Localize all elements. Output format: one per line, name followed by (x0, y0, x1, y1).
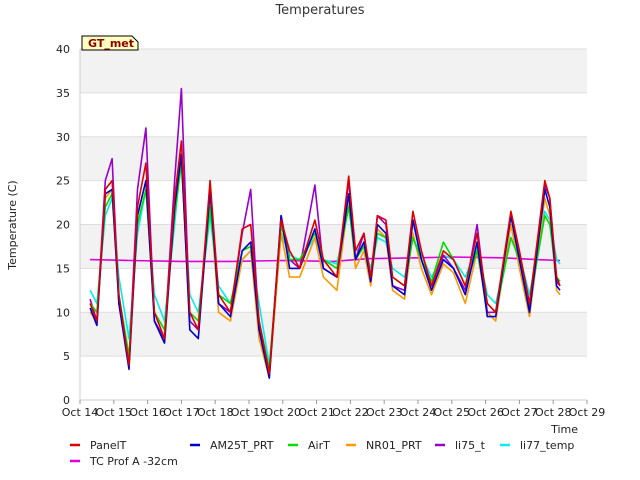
x-tick-label: Oct 26 (467, 406, 504, 419)
y-tick-label: 30 (56, 131, 70, 144)
x-tick-label: Oct 21 (298, 406, 335, 419)
plot-band (80, 356, 587, 400)
legend: PanelT AM25T_PRT AirT NR01_PRT li75_t li77_te… (70, 439, 574, 468)
x-axis-title: Time (550, 423, 578, 436)
plot-band (80, 312, 587, 357)
legend-label-nr01-prt: NR01_PRT (366, 439, 422, 452)
y-tick-label: 35 (56, 87, 70, 100)
chart-title: Temperatures (274, 3, 364, 18)
plot-band (80, 92, 587, 137)
x-tick-label: Oct 23 (366, 406, 403, 419)
legend-label-tc-prof-a-32cm: TC Prof A -32cm (89, 455, 178, 468)
x-tick-label: Oct 19 (231, 406, 268, 419)
x-tick-label: Oct 25 (434, 406, 471, 419)
plot-band (80, 180, 587, 225)
y-axis-title: Temperature (C) (6, 180, 19, 270)
y-tick-label: 20 (56, 219, 70, 232)
x-tick-label: Oct 17 (163, 406, 200, 419)
y-tick-label: 10 (56, 306, 70, 319)
x-tick-label: Oct 24 (400, 406, 437, 419)
plot-band (80, 136, 587, 181)
x-tick-label: Oct 27 (501, 406, 538, 419)
legend-label-li75-t: li75_t (455, 439, 486, 452)
y-tick-label: 15 (56, 262, 70, 275)
series-line-tc-prof-a-32cm (90, 256, 561, 263)
series-line-am25t-prt (89, 153, 561, 379)
x-tick-label: Oct 16 (129, 406, 166, 419)
y-tick-label: 0 (63, 394, 70, 407)
x-tick-label: Oct 20 (265, 406, 302, 419)
site-label-box: GT_met (81, 35, 139, 51)
plot-background (80, 49, 587, 400)
x-tick-label: Oct 18 (197, 406, 234, 419)
series-line-panelt (89, 140, 561, 375)
y-tick-label: 25 (56, 175, 70, 188)
legend-label-am25t-prt: AM25T_PRT (210, 439, 274, 452)
y-tick-label: 40 (56, 43, 70, 56)
x-tick-label: Oct 15 (96, 406, 133, 419)
x-tick-label: Oct 22 (332, 406, 369, 419)
legend-label-airt: AirT (308, 439, 330, 452)
site-label: GT_met (88, 37, 134, 50)
legend-label-panelt: PanelT (90, 439, 127, 452)
series-lines (89, 87, 561, 379)
plot-band (80, 49, 587, 93)
x-tick-label: Oct 14 (62, 406, 99, 419)
y-tick-label: 5 (63, 350, 70, 363)
legend-label-li77-temp: li77_temp (520, 439, 574, 452)
x-tick-label: Oct 29 (569, 406, 606, 419)
x-tick-label: Oct 28 (535, 406, 572, 419)
